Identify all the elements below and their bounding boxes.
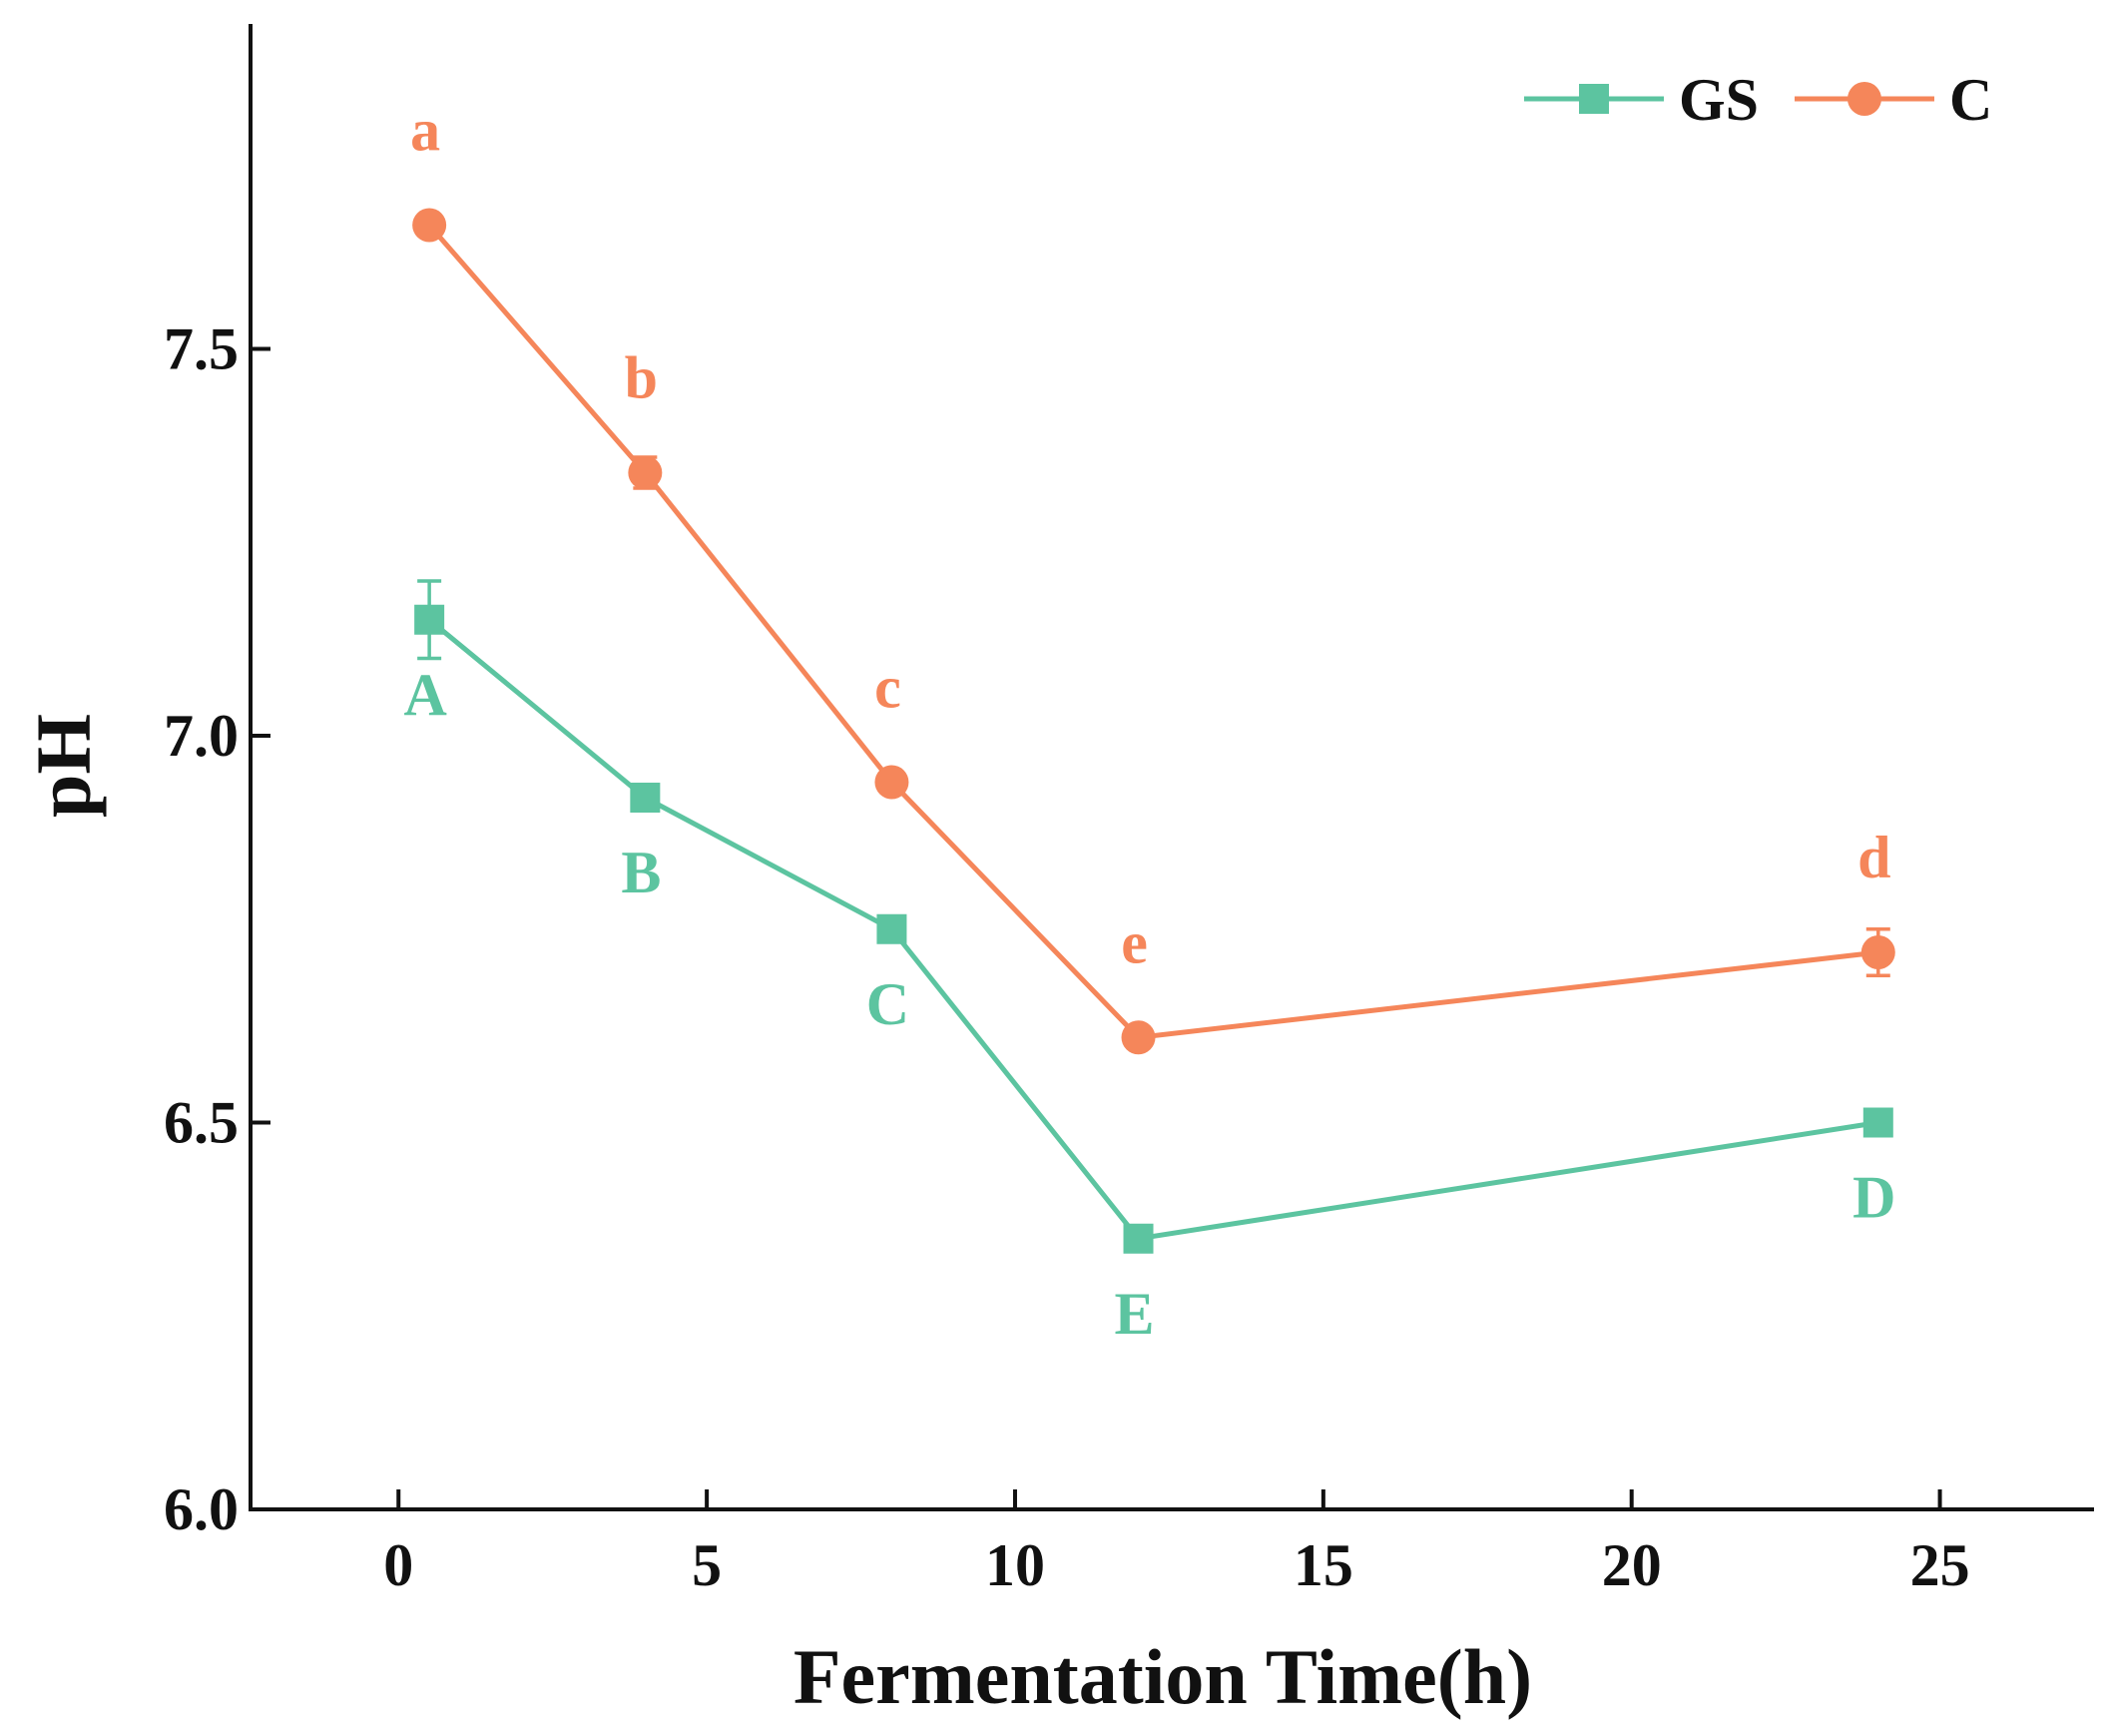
- data-point: [628, 455, 663, 490]
- data-point: [1860, 935, 1895, 969]
- data-point: [1862, 1107, 1893, 1138]
- series-line-gs: [427, 617, 1879, 1242]
- y-ticks: 6.0 6.5 7.0 7.5: [164, 316, 270, 1542]
- point-label: c: [874, 655, 901, 721]
- point-label: C: [866, 971, 909, 1037]
- point-label: b: [625, 345, 658, 411]
- x-tick-label: 10: [985, 1532, 1045, 1598]
- series-c: a b c e d: [410, 98, 1895, 1055]
- data-point: [412, 208, 447, 243]
- x-tick-label: 5: [692, 1532, 722, 1598]
- legend-marker-gs: [1579, 84, 1609, 114]
- y-tick-label: 6.0: [164, 1476, 239, 1542]
- point-label: e: [1121, 909, 1148, 975]
- legend-marker-c: [1847, 82, 1881, 116]
- series-group: A B C E Da b c e d: [403, 98, 1895, 1347]
- point-label: E: [1115, 1281, 1155, 1347]
- point-label: D: [1852, 1165, 1895, 1231]
- y-tick-label: 6.5: [164, 1090, 239, 1156]
- axes: [249, 24, 2094, 1511]
- data-point: [874, 765, 909, 800]
- data-point: [630, 783, 661, 813]
- series-gs: A B C E D: [403, 579, 1895, 1347]
- data-point: [1123, 1223, 1154, 1254]
- x-ticks: 0 5 10 15 20 25: [383, 1489, 1970, 1598]
- x-tick-label: 0: [383, 1532, 413, 1598]
- legend: GS C: [1524, 67, 1992, 133]
- x-tick-label: 20: [1602, 1532, 1662, 1598]
- point-label: A: [403, 662, 446, 728]
- data-point: [876, 913, 907, 944]
- y-axis-label: pH: [20, 714, 107, 818]
- point-label: d: [1857, 825, 1890, 890]
- x-tick-label: 15: [1294, 1532, 1353, 1598]
- data-point: [414, 604, 445, 635]
- legend-label-c: C: [1949, 67, 1992, 133]
- x-tick-label: 25: [1910, 1532, 1970, 1598]
- point-label: a: [410, 98, 440, 164]
- data-point: [1121, 1020, 1156, 1055]
- legend-label-gs: GS: [1679, 67, 1759, 133]
- y-tick-label: 7.0: [164, 703, 239, 769]
- x-axis-label: Fermentation Time(h): [793, 1633, 1532, 1720]
- point-label: B: [621, 840, 661, 905]
- y-tick-label: 7.5: [164, 316, 239, 382]
